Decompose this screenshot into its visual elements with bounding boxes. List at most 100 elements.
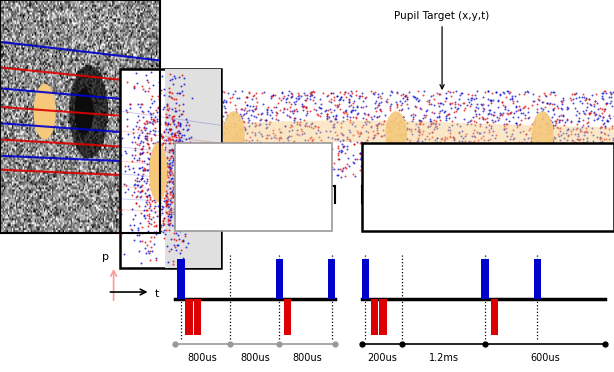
Point — [291, 96, 301, 102]
Point — [138, 175, 147, 181]
Point — [221, 142, 231, 148]
Point — [392, 102, 402, 108]
Point — [139, 158, 149, 164]
Point — [137, 230, 147, 236]
Point — [561, 119, 570, 125]
Point — [162, 183, 172, 189]
Point — [142, 178, 152, 184]
Point — [151, 153, 161, 159]
Point — [150, 128, 160, 134]
Point — [413, 135, 422, 141]
Point — [418, 121, 428, 126]
Point — [123, 131, 133, 137]
Point — [472, 95, 481, 101]
Point — [133, 135, 143, 141]
Point — [449, 174, 459, 180]
Point — [360, 111, 370, 117]
Point — [147, 25, 157, 31]
Point — [305, 124, 314, 129]
Point — [351, 157, 360, 163]
Point — [159, 215, 169, 221]
Point — [130, 134, 139, 140]
Point — [413, 137, 423, 142]
Point — [284, 140, 294, 146]
Point — [165, 167, 174, 173]
Point — [363, 129, 373, 135]
Point — [553, 103, 562, 109]
Point — [165, 71, 175, 77]
Point — [400, 93, 410, 99]
Point — [608, 165, 614, 171]
Point — [354, 95, 363, 101]
Point — [175, 228, 185, 234]
Point — [381, 98, 391, 104]
Point — [161, 188, 171, 194]
Point — [214, 88, 224, 94]
Point — [514, 91, 524, 97]
Point — [171, 194, 181, 200]
Point — [533, 145, 543, 151]
Point — [253, 169, 263, 174]
Point — [474, 130, 484, 136]
Point — [484, 107, 494, 113]
Point — [536, 130, 546, 136]
Point — [346, 108, 356, 114]
Point — [321, 128, 331, 134]
Point — [144, 211, 154, 217]
Point — [286, 159, 295, 165]
Point — [141, 136, 151, 142]
Point — [516, 110, 526, 116]
Point — [379, 132, 389, 138]
Point — [128, 158, 138, 164]
Point — [580, 110, 589, 116]
Point — [139, 213, 149, 219]
Point — [322, 161, 332, 167]
Point — [222, 116, 231, 122]
Point — [607, 125, 614, 131]
Point — [521, 169, 531, 175]
Point — [270, 103, 279, 109]
Point — [161, 169, 171, 174]
Point — [596, 124, 606, 129]
Point — [356, 140, 365, 146]
Point — [276, 129, 286, 135]
Point — [371, 149, 381, 155]
Point — [542, 127, 551, 133]
Point — [568, 149, 578, 155]
Point — [305, 93, 315, 99]
Point — [273, 117, 282, 123]
Point — [395, 102, 405, 108]
Point — [302, 161, 312, 167]
Point — [329, 124, 339, 129]
Point — [427, 129, 437, 135]
Point — [373, 171, 383, 177]
Point — [164, 32, 174, 38]
Point — [136, 147, 146, 153]
Point — [149, 157, 158, 163]
Point — [340, 151, 350, 157]
Point — [158, 142, 168, 148]
Point — [416, 106, 426, 112]
Point — [463, 149, 473, 155]
Point — [504, 90, 514, 96]
Point — [360, 95, 370, 101]
Point — [486, 97, 496, 103]
Point — [598, 121, 608, 127]
Point — [406, 126, 416, 132]
Point — [507, 172, 516, 178]
Point — [174, 158, 184, 164]
Point — [445, 100, 455, 106]
Point — [556, 172, 566, 178]
Point — [453, 122, 462, 128]
Point — [436, 100, 446, 106]
Point — [591, 91, 601, 97]
Point — [332, 104, 342, 110]
Point — [299, 118, 309, 124]
Point — [309, 159, 319, 165]
Point — [305, 135, 315, 141]
Point — [535, 105, 545, 111]
Point — [170, 176, 180, 182]
Point — [314, 104, 324, 110]
Point — [246, 166, 256, 172]
Point — [392, 89, 402, 95]
